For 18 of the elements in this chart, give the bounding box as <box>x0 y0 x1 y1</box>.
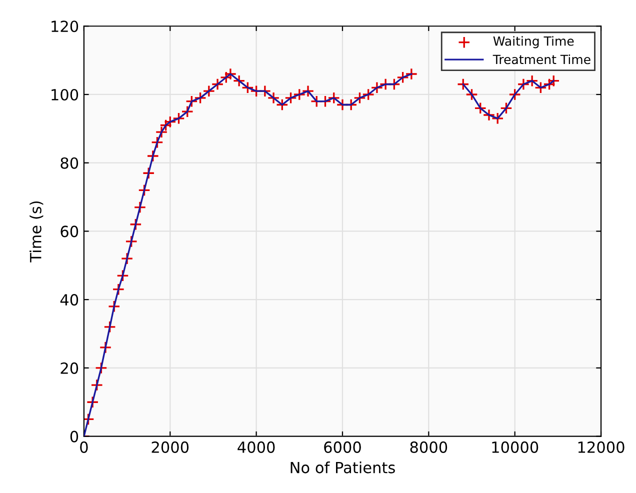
x-tick-label: 0 <box>80 441 88 453</box>
y-tick-label: 80 <box>60 157 78 169</box>
x-tick-label: 8000 <box>410 441 448 453</box>
y-tick-label: 20 <box>60 362 78 374</box>
x-tick-label: 4000 <box>238 441 275 453</box>
x-axis-title: No of Patients <box>290 462 395 474</box>
y-tick-label: 120 <box>52 20 78 32</box>
y-tick-label: 0 <box>70 430 78 442</box>
x-tick-label: 2000 <box>152 441 189 453</box>
x-tick-label: 6000 <box>324 441 361 453</box>
y-tick-label: 40 <box>60 294 78 306</box>
y-axis-title: Time (s) <box>30 201 44 262</box>
x-tick-label: 12000 <box>578 441 624 453</box>
legend-label: Treatment Time <box>492 54 590 64</box>
legend-label: Waiting Time <box>493 36 574 48</box>
x-tick-label: 10000 <box>492 441 538 453</box>
y-tick-label: 60 <box>60 226 78 238</box>
y-tick-label: 100 <box>52 88 78 101</box>
